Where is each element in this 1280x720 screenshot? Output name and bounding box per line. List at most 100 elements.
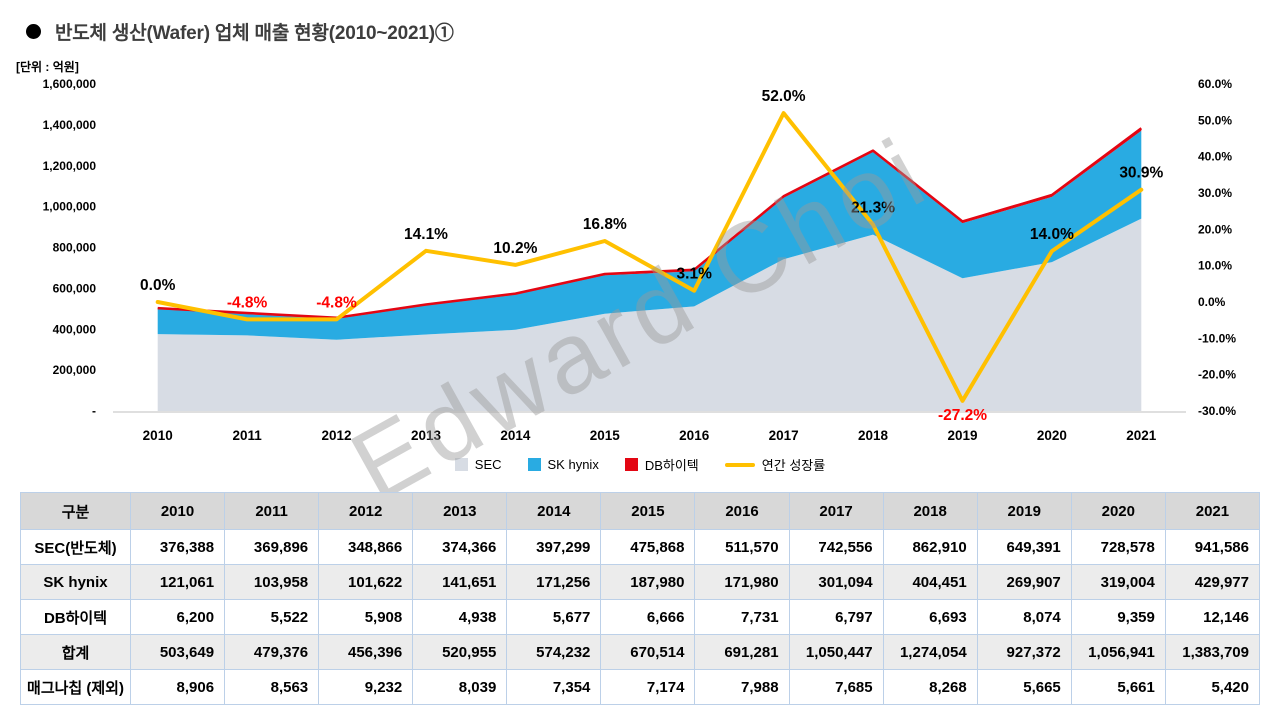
left-axis-tick: 600,000 (53, 281, 97, 295)
table-cell: 374,366 (412, 529, 508, 565)
table-cell: 171,256 (506, 564, 602, 600)
table-cell: 511,570 (694, 529, 790, 565)
table-cell: 12,146 (1164, 599, 1261, 635)
row-label: SK hynix (20, 564, 131, 600)
table-cell: 8,563 (224, 669, 320, 705)
legend-swatch-skhynix (527, 458, 541, 471)
left-axis-tick: 400,000 (53, 322, 97, 336)
table-cell: 5,665 (976, 669, 1072, 705)
table-cell: 503,649 (129, 634, 226, 670)
legend-swatch-dbhitek (624, 458, 638, 471)
table-cell: 6,666 (600, 599, 696, 635)
legend-item-growth: 연간 성장률 (724, 455, 826, 474)
table-cell: 1,274,054 (882, 634, 978, 670)
table-row: 합계 503,649 479,376 456,396 520,955 574,232 670… (20, 634, 1261, 670)
table-cell: 404,451 (882, 564, 978, 600)
table-header-year: 2017 (788, 492, 884, 530)
title-row: 반도체 생산(Wafer) 업체 매출 현황(2010~2021)① (26, 18, 454, 45)
table-cell: 8,039 (412, 669, 508, 705)
table-header-year: 2013 (412, 492, 508, 530)
left-axis-tick: 1,600,000 (43, 77, 97, 91)
table-cell: 6,693 (882, 599, 978, 635)
table-cell: 456,396 (318, 634, 414, 670)
table-cell: 862,910 (882, 529, 978, 565)
table-header-year: 2020 (1070, 492, 1166, 530)
growth-data-label: -27.2% (938, 407, 987, 424)
growth-data-label: 16.8% (583, 216, 627, 233)
table-cell: 5,420 (1164, 669, 1261, 705)
table-cell: 479,376 (224, 634, 320, 670)
table-header-year: 2010 (129, 492, 226, 530)
table-cell: 8,074 (976, 599, 1072, 635)
table-cell: 9,359 (1070, 599, 1166, 635)
table-row: 매그나칩 (제외) 8,906 8,563 9,232 8,039 7,354 7,174 7… (20, 669, 1261, 705)
growth-data-label: -4.8% (227, 294, 268, 311)
table-cell: 1,050,447 (788, 634, 884, 670)
legend-item-dbhitek: DB하이텍 (624, 455, 699, 474)
revenue-chart: 1,600,000 1,400,000 1,200,000 1,000,000 800,… (43, 77, 1237, 443)
table-cell: 941,586 (1164, 529, 1261, 565)
table-cell: 141,651 (412, 564, 508, 600)
legend-swatch-sec (454, 458, 468, 471)
table-cell: 7,354 (506, 669, 602, 705)
x-axis-label: 2011 (232, 428, 262, 443)
table-header-year: 2019 (976, 492, 1072, 530)
table-cell: 369,896 (224, 529, 320, 565)
left-axis-tick: 1,000,000 (43, 200, 97, 214)
legend-line-growth-icon (724, 462, 755, 467)
row-label: DB하이텍 (20, 599, 131, 635)
x-axis-label: 2013 (411, 428, 442, 443)
row-label: 매그나칩 (제외) (20, 669, 131, 705)
table-cell: 520,955 (412, 634, 508, 670)
row-label: SEC(반도체) (20, 529, 131, 565)
growth-data-label: 30.9% (1119, 165, 1163, 182)
table-cell: 728,578 (1070, 529, 1166, 565)
table-cell: 7,174 (600, 669, 696, 705)
table-cell: 9,232 (318, 669, 414, 705)
growth-data-label: 3.1% (677, 266, 713, 283)
table-cell: 5,522 (224, 599, 320, 635)
table-cell: 574,232 (506, 634, 602, 670)
right-axis-tick: 0.0% (1198, 295, 1226, 309)
right-axis-tick: 20.0% (1198, 222, 1232, 236)
legend-item-sec: SEC (454, 457, 502, 472)
x-axis-label: 2016 (679, 428, 710, 443)
right-axis-tick: 40.0% (1198, 150, 1232, 164)
table-cell: 6,797 (788, 599, 884, 635)
table-row: DB하이텍 6,200 5,522 5,908 4,938 5,677 6,666 7,731… (20, 599, 1261, 635)
table-cell: 7,988 (694, 669, 790, 705)
legend-label-dbhitek: DB하이텍 (644, 458, 699, 473)
page-title: 반도체 생산(Wafer) 업체 매출 현황(2010~2021)① (55, 23, 454, 44)
table-cell: 101,622 (318, 564, 414, 600)
growth-data-label: 52.0% (762, 88, 806, 105)
right-axis-tick: -10.0% (1198, 331, 1236, 345)
legend-label-skhynix: SK hynix (547, 457, 599, 472)
right-axis-tick: -20.0% (1198, 368, 1236, 382)
area-dbhitek-topline (157, 127, 1143, 319)
legend-label-sec: SEC (474, 457, 502, 472)
table-cell: 742,556 (788, 529, 884, 565)
legend-label-growth: 연간 성장률 (761, 458, 826, 473)
chart-legend: SEC SK hynix DB하이텍 연간 성장률 (0, 455, 1280, 474)
growth-data-label: 0.0% (140, 277, 176, 294)
x-axis-label: 2019 (947, 428, 977, 443)
growth-data-label: 21.3% (851, 200, 895, 217)
revenue-table: 구분 2010 2011 2012 2013 2014 2015 2016 2017 2018 20… (20, 492, 1261, 705)
growth-data-label: 10.2% (493, 240, 537, 257)
table-cell: 1,056,941 (1070, 634, 1166, 670)
growth-line (155, 111, 1144, 403)
legend-item-skhynix: SK hynix (527, 457, 599, 472)
table-header-gubun: 구분 (20, 492, 131, 530)
table-cell: 475,868 (600, 529, 696, 565)
right-axis-tick: 50.0% (1198, 113, 1232, 127)
table-cell: 397,299 (506, 529, 602, 565)
table-cell: 8,906 (129, 669, 226, 705)
left-axis-tick: 800,000 (53, 241, 97, 255)
growth-data-label: 14.0% (1030, 226, 1074, 243)
table-header-year: 2011 (224, 492, 320, 530)
table-cell: 7,685 (788, 669, 884, 705)
row-label: 합계 (20, 634, 131, 670)
left-axis-tick: - (92, 404, 96, 418)
area-skhynix (157, 130, 1142, 340)
